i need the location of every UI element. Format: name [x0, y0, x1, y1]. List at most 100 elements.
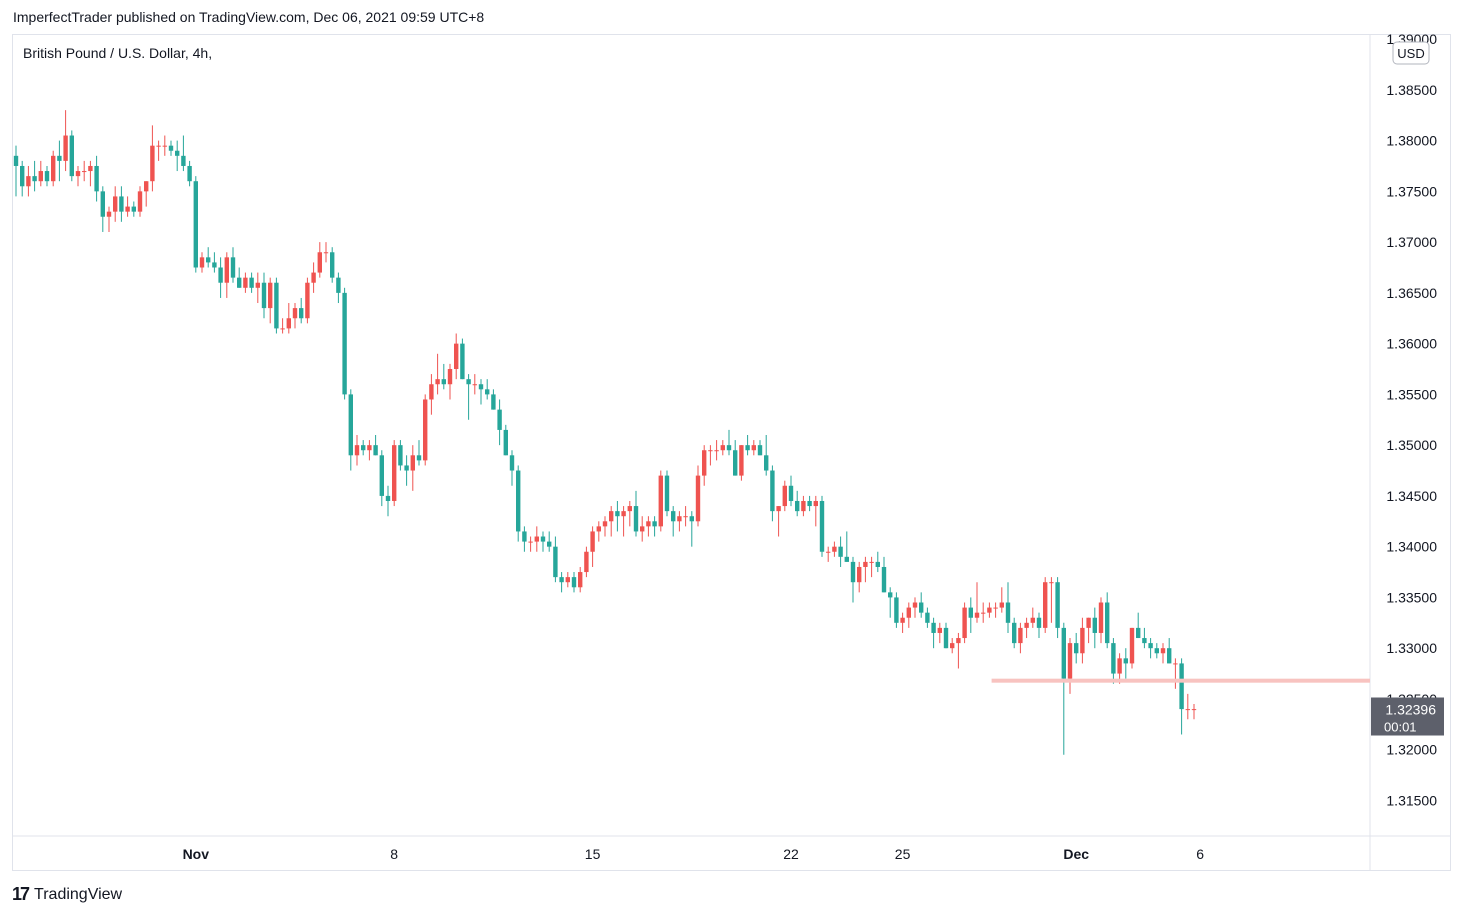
candle-body	[584, 551, 589, 573]
candle-body	[206, 257, 211, 263]
candle-body	[745, 445, 750, 451]
candle-body	[646, 521, 651, 527]
candle	[292, 303, 298, 329]
candle-body	[392, 445, 397, 501]
footer-logo[interactable]: 17 TradingView	[12, 884, 122, 905]
candle-body	[429, 384, 434, 400]
candle-body	[671, 511, 676, 522]
candle	[925, 607, 930, 628]
candle-body	[565, 577, 570, 583]
candle	[516, 465, 521, 542]
candle	[745, 435, 750, 456]
candle	[702, 445, 707, 486]
candle	[553, 536, 558, 583]
candle	[1173, 658, 1178, 689]
y-tick-label: 1.36500	[1386, 285, 1437, 301]
y-tick-label: 1.38000	[1386, 133, 1437, 149]
candle	[826, 546, 831, 562]
candle-body	[627, 506, 632, 512]
candle-body	[1136, 627, 1141, 639]
candle	[677, 511, 682, 532]
candle	[13, 145, 19, 197]
candle	[720, 440, 725, 456]
candle	[423, 394, 428, 466]
candle-body	[906, 607, 911, 618]
candle	[323, 242, 329, 263]
candle	[1123, 648, 1128, 679]
candle-body	[1142, 638, 1147, 644]
candle-body	[863, 561, 868, 567]
candle	[106, 206, 112, 232]
candle	[695, 465, 701, 527]
candle	[782, 480, 787, 512]
candle	[1055, 577, 1060, 639]
candle-body	[838, 546, 843, 557]
candle-body	[38, 171, 43, 182]
candle	[181, 135, 186, 172]
candle-body	[1018, 627, 1023, 644]
candle-body	[292, 308, 298, 319]
candle	[1080, 617, 1085, 664]
candle-body	[237, 277, 242, 288]
candle	[584, 546, 589, 578]
candle	[38, 160, 43, 187]
candle-body	[1154, 648, 1159, 654]
candle-body	[894, 597, 899, 623]
candle-body	[119, 196, 124, 212]
candle	[937, 622, 942, 644]
candle	[144, 181, 149, 207]
candle-body	[720, 445, 725, 451]
candle-body	[571, 577, 577, 588]
candle	[900, 612, 905, 633]
candle	[466, 374, 471, 420]
price-axis[interactable]: 1.315001.320001.325001.330001.335001.340…	[1369, 31, 1444, 871]
candle	[224, 252, 229, 298]
candle	[788, 475, 794, 507]
candle-body	[299, 308, 304, 319]
candle-body	[416, 455, 422, 461]
symbol-title[interactable]: British Pound / U.S. Dollar, 4h,	[23, 45, 213, 61]
candle-body	[57, 155, 62, 161]
candle	[385, 485, 391, 517]
candle-body	[534, 536, 539, 542]
candle	[51, 150, 56, 187]
candle-body	[683, 516, 688, 518]
candle-body	[44, 171, 50, 182]
candle-body	[993, 607, 998, 609]
candle	[1191, 704, 1197, 720]
candle-body	[640, 526, 645, 532]
candle-body	[757, 445, 763, 456]
candle-body	[819, 500, 825, 552]
candle-body	[1148, 643, 1153, 649]
candle	[590, 526, 595, 567]
candle-body	[850, 561, 856, 583]
time-axis[interactable]: Nov 8 15 22 25 Dec 6	[12, 835, 1451, 862]
candle-body	[596, 526, 601, 532]
candle	[987, 602, 992, 618]
candle	[559, 572, 564, 593]
candle-body	[925, 612, 930, 623]
candle	[894, 592, 899, 628]
candle-body	[503, 429, 508, 456]
candle-body	[1012, 622, 1017, 644]
candle-body	[113, 196, 118, 212]
candle-body	[664, 475, 670, 512]
candle	[1179, 658, 1184, 735]
candle-body	[441, 379, 446, 385]
candle-body	[410, 455, 415, 471]
candle-body	[1179, 663, 1184, 710]
candle	[20, 160, 25, 197]
x-tick-label: 22	[783, 846, 799, 862]
candle	[714, 440, 719, 461]
candle-body	[1061, 627, 1066, 679]
y-tick-label: 1.31500	[1386, 792, 1437, 808]
candle	[850, 556, 856, 603]
candle	[609, 506, 614, 537]
candle	[602, 516, 608, 537]
candle	[75, 165, 81, 187]
candle	[875, 551, 880, 573]
candle	[237, 267, 242, 288]
candle-body	[869, 561, 874, 563]
candle	[162, 135, 167, 156]
